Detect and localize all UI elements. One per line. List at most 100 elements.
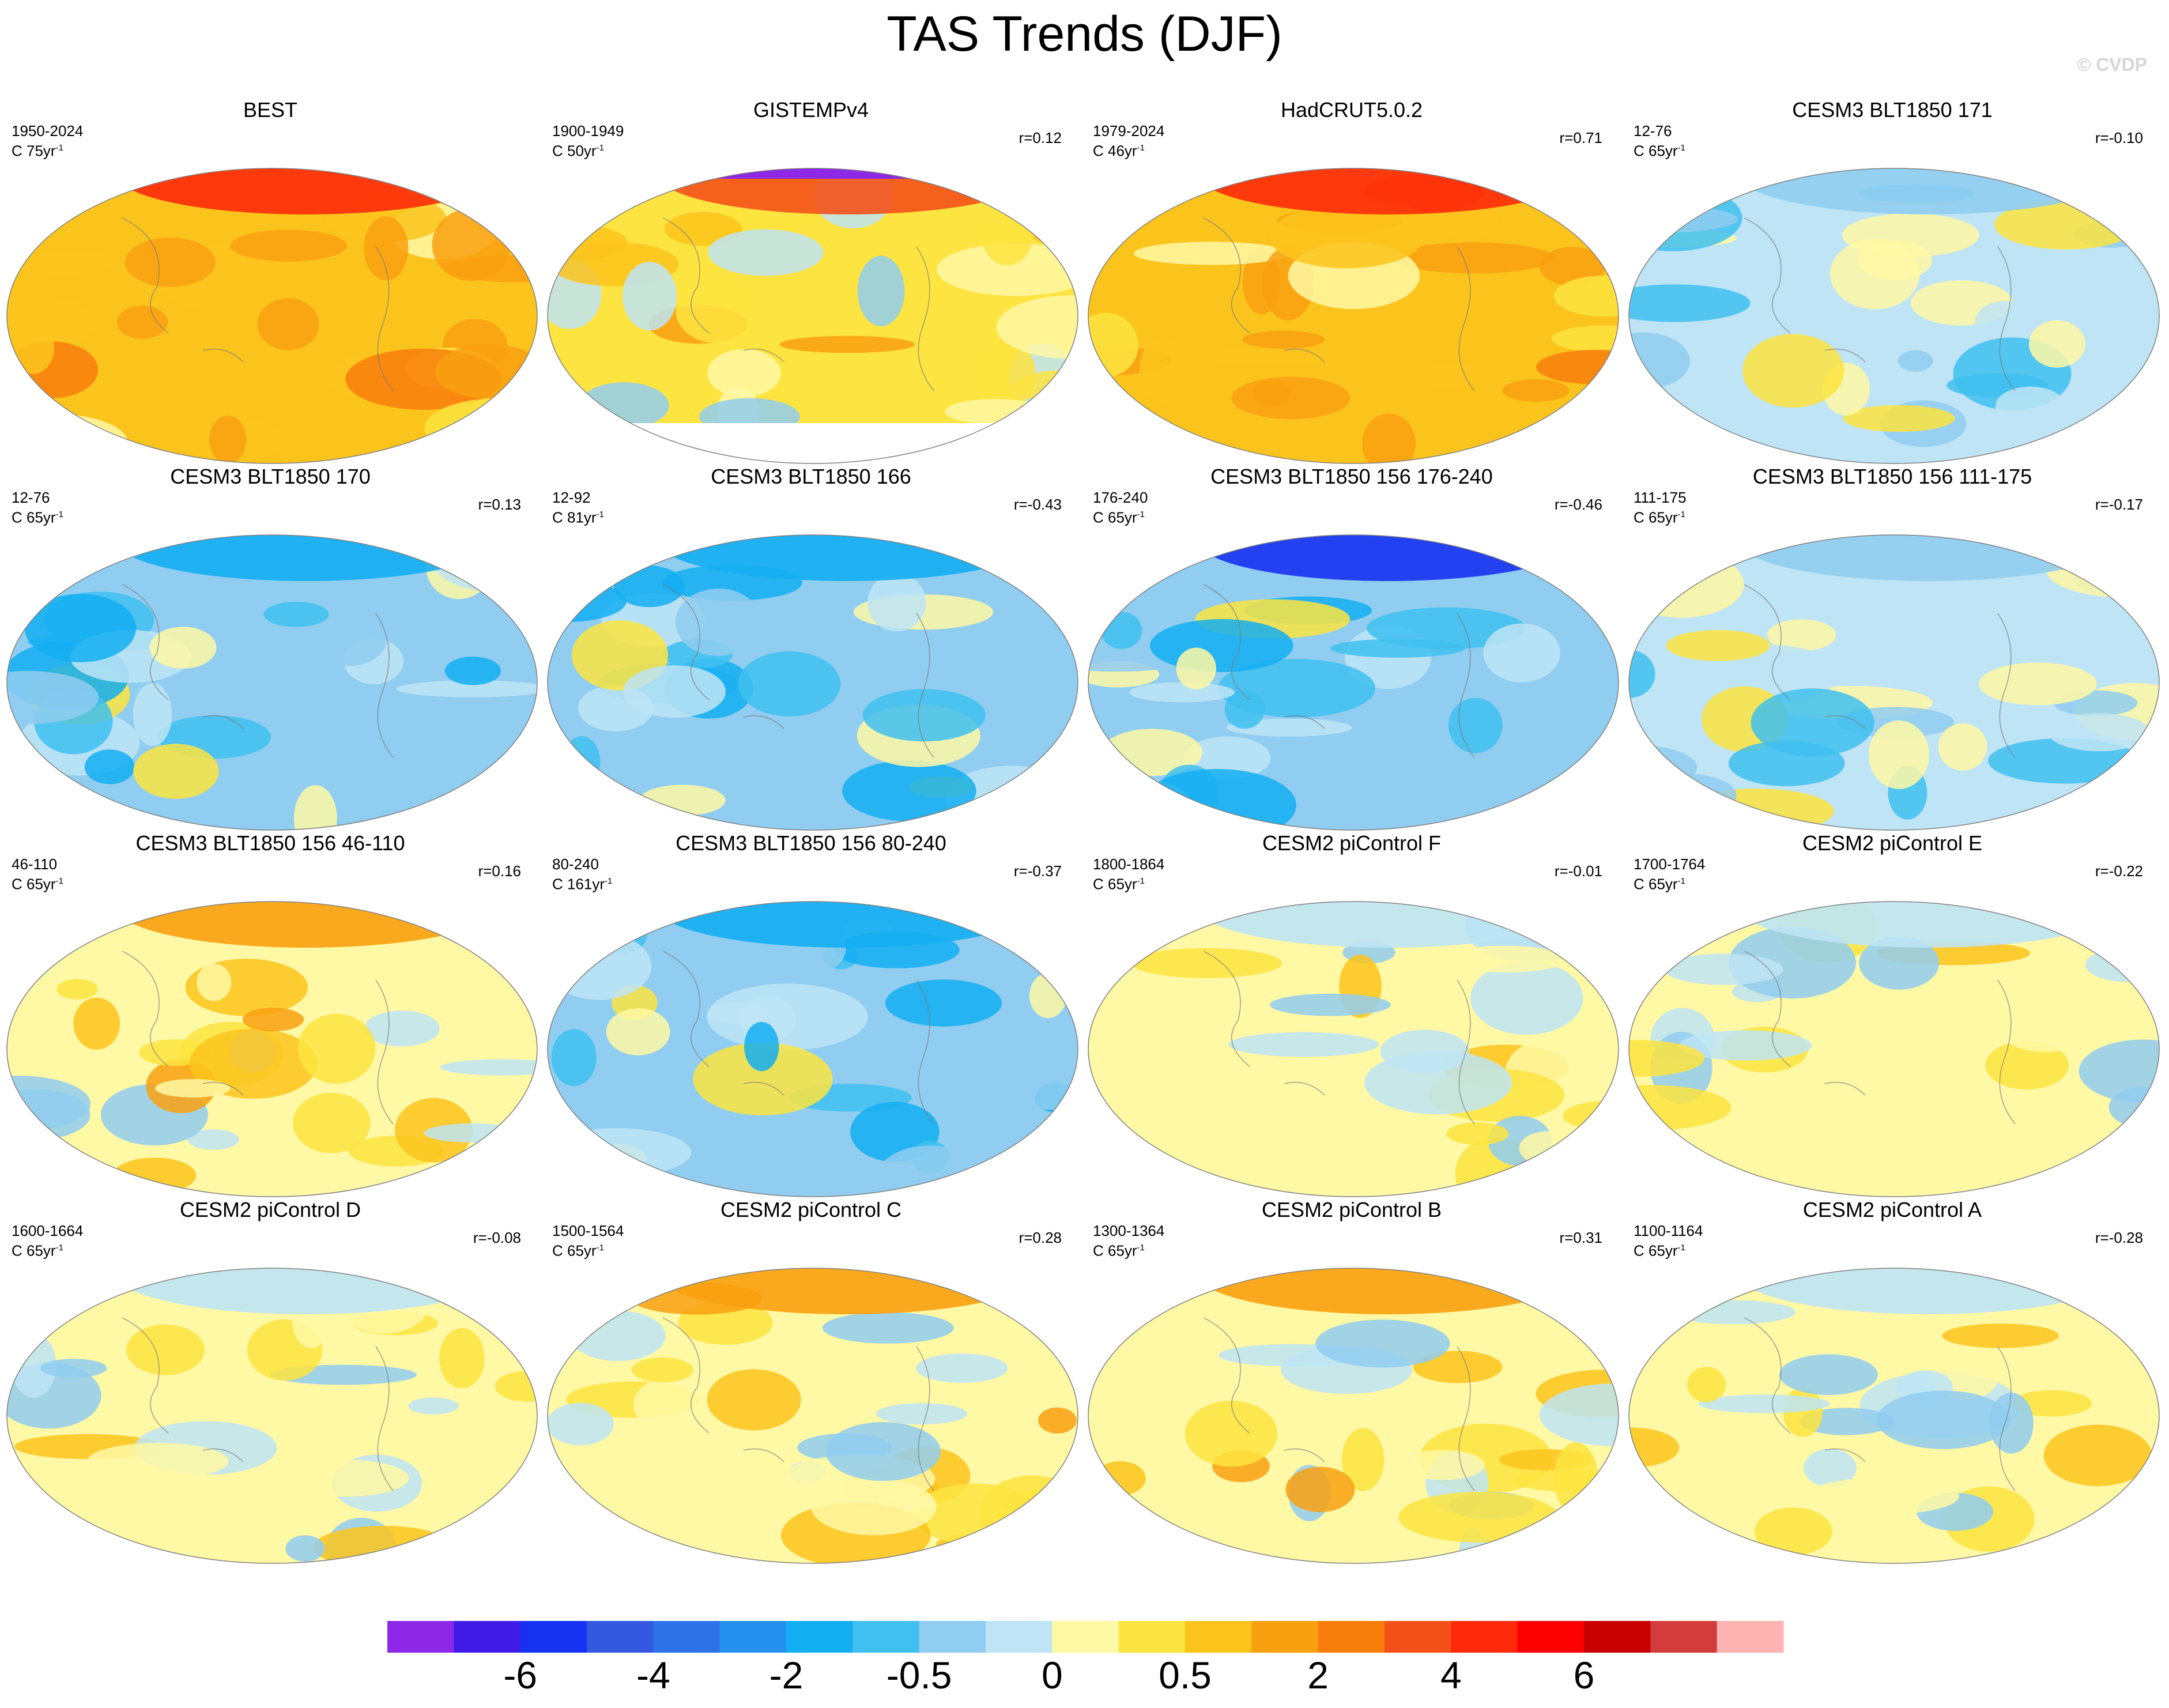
colorbar-tick-label: -2 [769,1654,804,1696]
map-panel: CESM2 piControl B 1300-1364 C 65yr-1 r=0.31 [1081,1198,1622,1567]
map-panel: CESM3 BLT1850 166 12-92 C 81yr-1 r=-0.43 [541,465,1081,834]
panel-period-block: 12-92 C 81yr-1 [552,489,604,526]
panel-period: 176-240 [1093,489,1148,506]
colorbar-swatch [520,1621,587,1653]
map-globe [547,1268,1078,1564]
panel-units-exponent: -1 [55,1243,63,1253]
panel-units-exponent: -1 [1677,143,1685,153]
panel-units-line: C 65yr-1 [1634,873,1705,893]
panel-units-exponent: -1 [1677,510,1685,519]
map-globe [1628,168,2160,464]
map-panel: GISTEMPv4 1900-1949 C 50yr-1 r=0.12 [541,98,1081,467]
panel-units-line: C 65yr-1 [1093,1239,1164,1260]
map-panel: CESM3 BLT1850 171 12-76 C 65yr-1 r=-0.10 [1622,98,2163,467]
panel-period: 12-76 [12,489,50,506]
panel-units: C 65yr [1634,1242,1678,1260]
panel-units-exponent: -1 [596,510,604,519]
panel-period: 1700-1764 [1634,855,1706,873]
panel-units-exponent: -1 [1137,1243,1145,1253]
panel-units-line: C 46yr-1 [1093,139,1164,160]
map-panel: CESM2 piControl F 1800-1864 C 65yr-1 r=-0.0… [1081,831,1622,1200]
colorbar-tick-label: 6 [1573,1654,1595,1696]
panel-units: C 65yr [12,875,56,893]
panel-correlation: r=0.31 [1559,1229,1602,1246]
panel-title: CESM3 BLT1850 156 111-175 [1752,465,2032,488]
panel-units: C 75yr [12,142,56,160]
panel-units-line: C 65yr-1 [12,506,63,526]
map-panel: CESM3 BLT1850 156 80-240 80-240 C 161yr-1 r… [541,831,1081,1200]
panel-period-block: 46-110 C 65yr-1 [12,855,63,893]
colorbar-swatch [919,1621,986,1653]
panel-period-block: 1950-2024 C 75yr-1 [12,122,83,160]
colorbar-tick-label: 0.5 [1159,1654,1212,1696]
map-globe [547,901,1078,1197]
panel-units-exponent: -1 [1677,1243,1685,1253]
panel-period-block: 12-76 C 65yr-1 [1634,122,1685,160]
map-globe [1088,1268,1619,1564]
panel-period-block: 1300-1364 C 65yr-1 [1093,1222,1164,1260]
panel-units-line: C 65yr-1 [1634,139,1685,160]
colorbar-swatch [786,1621,853,1653]
colorbar-tick-label: -4 [636,1654,670,1696]
panel-correlation: r=-0.10 [2095,129,2143,146]
colorbar-swatch [1650,1621,1718,1653]
colorbar-swatch [653,1621,721,1653]
panel-title: CESM3 BLT1850 166 [711,465,911,488]
panel-correlation: r=-0.08 [473,1229,521,1246]
panel-period: 1300-1364 [1093,1222,1165,1239]
map-globe [1628,534,2160,831]
panel-title: CESM2 piControl F [1262,831,1442,855]
panel-correlation: r=-0.22 [2095,862,2143,880]
map-panel: CESM2 piControl E 1700-1764 C 65yr-1 r=-0.2… [1622,831,2163,1200]
panel-units: C 65yr [1093,875,1137,893]
panel-title: CESM2 piControl E [1802,831,1983,855]
panel-title: CESM3 BLT1850 156 46-110 [135,831,405,855]
panel-units-line: C 65yr-1 [1093,506,1148,526]
colorbar-swatch [1584,1621,1651,1653]
map-globe [1628,901,2160,1197]
map-globe [547,534,1078,831]
colorbar-swatch [1052,1621,1119,1653]
panel-correlation: r=-0.17 [2095,496,2143,513]
map-panel: CESM3 BLT1850 170 12-76 C 65yr-1 r=0.13 [0,465,541,834]
panel-title: HadCRUT5.0.2 [1280,98,1423,122]
map-panel: CESM3 BLT1850 156 176-240 176-240 C 65yr-1… [1081,465,1622,834]
map-globe [1628,1268,2160,1564]
colorbar-swatch [719,1621,787,1653]
colorbar-tick-label: 0 [1041,1654,1063,1696]
panel-period-block: 1900-1949 C 50yr-1 [552,122,624,160]
map-globe [1088,168,1619,464]
panel-period-block: 80-240 C 161yr-1 [552,855,612,893]
map-globe [1088,901,1619,1197]
panel-period-block: 1500-1564 C 65yr-1 [552,1222,624,1260]
panel-units: C 65yr [552,1242,597,1260]
panel-title: CESM3 BLT1850 170 [170,465,371,488]
panel-period-block: 176-240 C 65yr-1 [1093,489,1148,526]
panel-period-block: 12-76 C 65yr-1 [12,489,63,526]
colorbar-swatch [1385,1621,1451,1653]
panel-units-exponent: -1 [605,876,613,886]
panel-title: CESM2 piControl A [1802,1198,1982,1221]
panel-units: C 46yr [1093,142,1137,160]
panel-units: C 65yr [1634,508,1678,526]
panel-title: CESM2 piControl B [1261,1198,1442,1221]
panel-period: 1500-1564 [552,1222,624,1239]
panel-title: BEST [243,98,298,122]
panel-correlation: r=-0.01 [1554,862,1602,880]
panel-period: 1100-1164 [1634,1222,1703,1239]
map-panel: CESM3 BLT1850 156 111-175 111-175 C 65yr-1… [1622,465,2163,834]
panel-units-exponent: -1 [596,1243,604,1253]
panel-title: CESM2 piControl C [720,1198,902,1221]
colorbar-swatch [1251,1621,1319,1653]
panel-correlation: r=0.28 [1019,1229,1062,1246]
panel-correlation: r=-0.43 [1013,496,1062,513]
panel-units: C 65yr [1634,875,1678,893]
map-globe [547,168,1078,464]
panel-units-line: C 50yr-1 [552,139,624,160]
panel-units-line: C 75yr-1 [12,139,83,160]
panel-correlation: r=-0.37 [1013,862,1062,880]
figure-title: TAS Trends (DJF) [887,6,1282,62]
panel-correlation: r=-0.28 [2095,1229,2143,1246]
panel-units-exponent: -1 [55,510,63,519]
map-globe [6,1268,538,1564]
